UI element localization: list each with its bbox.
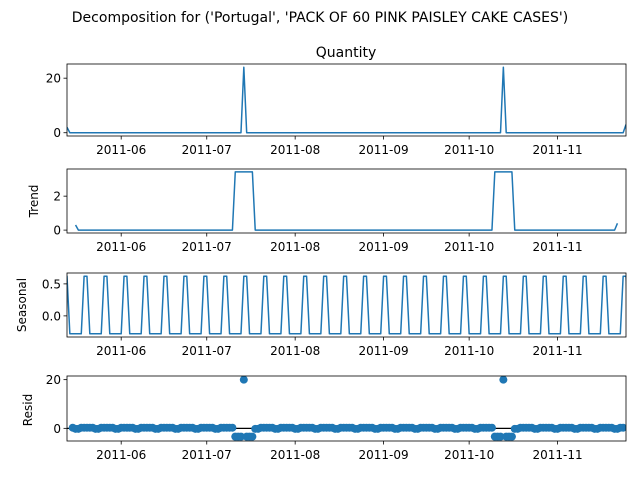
trend-plot-area (74, 171, 619, 231)
resid-ytick-label: 0 (53, 422, 61, 436)
seasonal-panel: Seasonal 0.0 0.5 2011-06 2011-07 2011-08 2011… (15, 272, 627, 358)
resid-xtick-label: 2011-11 (532, 448, 582, 462)
seasonal-ylabel: Seasonal (15, 278, 29, 332)
resid-ytick-label: 20 (46, 373, 61, 387)
seasonal-plot-area (67, 275, 626, 335)
quantity-axes-frame (66, 63, 627, 137)
trend-xtick-label: 2011-09 (359, 240, 409, 254)
trend-xtick-label: 2011-07 (182, 240, 232, 254)
resid-point (487, 423, 496, 432)
trend-ytick-label: 0 (53, 224, 61, 238)
quantity-xtick-label: 2011-07 (182, 143, 232, 157)
trend-xtick-label: 2011-11 (532, 240, 582, 254)
resid-xtick-label: 2011-09 (359, 448, 409, 462)
trend-series-line (74, 171, 619, 231)
trend-ylabel: Trend (27, 185, 41, 219)
resid-point (619, 423, 626, 432)
trend-panel: Trend 0 2 2011-06 2011-07 2011-08 2011-09 2011… (27, 168, 627, 254)
seasonal-xtick-label: 2011-08 (270, 344, 320, 358)
quantity-series-line (67, 66, 626, 134)
resid-point (236, 432, 245, 441)
trend-axes-frame (66, 168, 627, 234)
resid-xtick-label: 2011-06 (96, 448, 146, 462)
figure-title: Decomposition for ('Portugal', 'PACK OF … (72, 10, 568, 26)
resid-ylabel: Resid (21, 394, 35, 426)
quantity-xtick-label: 2011-10 (444, 143, 494, 157)
quantity-xtick-label: 2011-11 (532, 143, 582, 157)
resid-xtick-label: 2011-07 (182, 448, 232, 462)
resid-panel: Resid 0 20 2011-06 2011-07 2011-08 2011-09 201… (21, 373, 627, 462)
quantity-ytick-label: 20 (46, 72, 61, 86)
resid-xtick-label: 2011-10 (444, 448, 494, 462)
resid-point (248, 432, 257, 441)
quantity-ytick-label: 0 (53, 126, 61, 140)
seasonal-series-line (67, 275, 626, 335)
seasonal-axes-frame (66, 272, 627, 338)
quantity-xtick-label: 2011-09 (359, 143, 409, 157)
seasonal-xtick-label: 2011-07 (182, 344, 232, 358)
trend-ytick-label: 2 (53, 190, 61, 204)
seasonal-xtick-label: 2011-10 (444, 344, 494, 358)
trend-xtick-label: 2011-06 (96, 240, 146, 254)
seasonal-ytick-label: 0.5 (42, 277, 61, 291)
resid-point (507, 432, 516, 441)
seasonal-xtick-label: 2011-11 (532, 344, 582, 358)
resid-point (496, 432, 505, 441)
resid-plot-area (67, 376, 626, 441)
resid-xtick-label: 2011-08 (270, 448, 320, 462)
seasonal-ytick-label: 0.0 (42, 309, 61, 323)
quantity-panel: Quantity 0 20 2011-06 2011-07 2011-08 2011-09… (46, 45, 627, 157)
trend-xtick-label: 2011-08 (270, 240, 320, 254)
quantity-plot-area (67, 66, 626, 134)
resid-axes-frame (66, 375, 627, 442)
seasonal-xtick-label: 2011-06 (96, 344, 146, 358)
resid-point (228, 423, 237, 432)
seasonal-xtick-label: 2011-09 (359, 344, 409, 358)
quantity-xtick-label: 2011-08 (270, 143, 320, 157)
quantity-xtick-label: 2011-06 (96, 143, 146, 157)
quantity-panel-title: Quantity (316, 45, 377, 61)
trend-xtick-label: 2011-10 (444, 240, 494, 254)
resid-point (239, 376, 248, 384)
resid-point (499, 376, 508, 384)
